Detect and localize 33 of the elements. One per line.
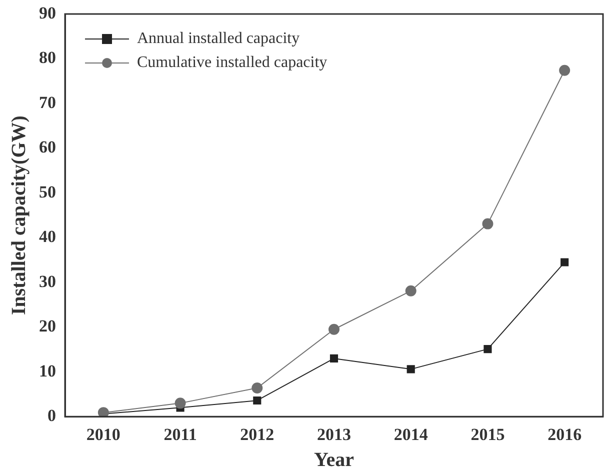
y-tick-label: 90 [39,3,56,22]
x-tick-label: 2015 [470,425,505,444]
x-tick-label: 2013 [317,425,351,444]
y-tick-label: 80 [39,48,56,68]
legend-label: Cumulative installed capacity [137,54,328,72]
y-tick-label: 10 [39,361,56,380]
point [405,285,416,296]
y-axis-title: Installed capacity(GW) [8,116,30,316]
point [482,218,494,230]
x-tick-label: 2010 [86,425,120,444]
x-tick-label: 2011 [164,425,197,444]
point [328,324,340,335]
y-tick-label: 70 [39,92,56,112]
y-tick-label: 40 [39,227,56,246]
legend-label: Annual installed capacity [137,30,300,48]
point [98,407,109,417]
point [406,365,415,374]
y-tick-label: 20 [39,316,56,336]
x-tick-label: 2012 [240,425,274,444]
x-tick-label: 2016 [548,425,582,444]
x-axis-title: Year [314,449,354,472]
y-tick-label: 60 [39,138,56,157]
point [330,354,338,362]
point [253,396,262,405]
y-tick-label: 30 [39,272,56,291]
point [484,345,492,354]
point [560,258,569,266]
point [559,64,570,76]
y-tick-label: 0 [48,406,56,425]
point [174,398,186,409]
x-tick-label: 2014 [394,425,428,444]
point [252,382,263,394]
y-tick-label: 50 [39,182,56,202]
